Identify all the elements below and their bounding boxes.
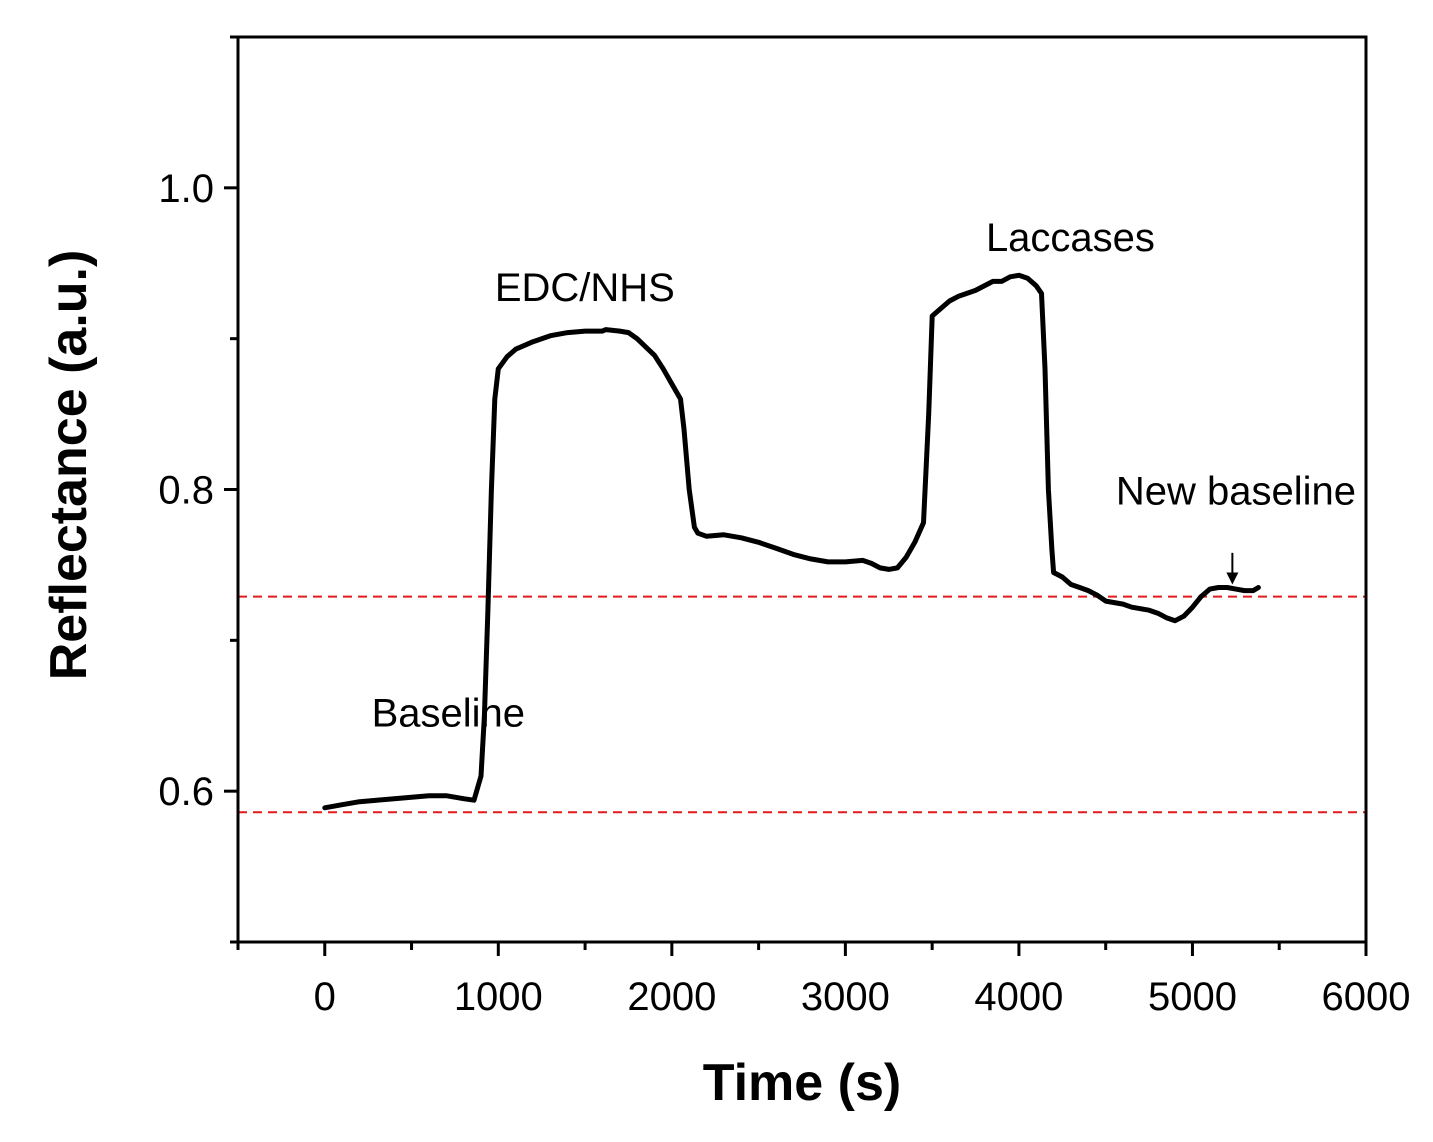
x-tick-label: 4000 — [974, 975, 1063, 1019]
x-tick-label: 6000 — [1322, 975, 1411, 1019]
y-tick-label: 0.6 — [158, 770, 214, 814]
y-tick-label: 1.0 — [158, 167, 214, 211]
y-axis-title: Reflectance (a.u.) — [40, 250, 98, 681]
x-axis-tick-labels: 0 1000 2000 3000 4000 5000 6000 — [314, 975, 1411, 1019]
reference-lines — [238, 595, 1366, 814]
annotation-label: Baseline — [372, 691, 525, 735]
x-tick-label: 0 — [314, 975, 336, 1019]
x-axis-title: Time (s) — [703, 1054, 901, 1112]
x-axis-ticks — [236, 942, 1368, 956]
x-tick-label: 1000 — [454, 975, 543, 1019]
annotations: Baseline EDC/NHS Laccases New baseline — [372, 216, 1356, 735]
x-tick-label: 5000 — [1148, 975, 1237, 1019]
arrow-head — [1226, 572, 1239, 585]
annotation-label: Laccases — [986, 216, 1155, 260]
x-tick-label: 2000 — [627, 975, 716, 1019]
y-axis-ticks — [224, 35, 238, 944]
x-tick-label: 3000 — [801, 975, 890, 1019]
series-group — [322, 272, 1261, 811]
annotation-label: New baseline — [1116, 470, 1356, 514]
series-line-0 — [322, 272, 1261, 811]
y-tick-label: 0.8 — [158, 469, 214, 513]
annotation-label: EDC/NHS — [495, 266, 675, 310]
y-axis-tick-labels: 0.6 0.8 1.0 — [158, 167, 214, 814]
